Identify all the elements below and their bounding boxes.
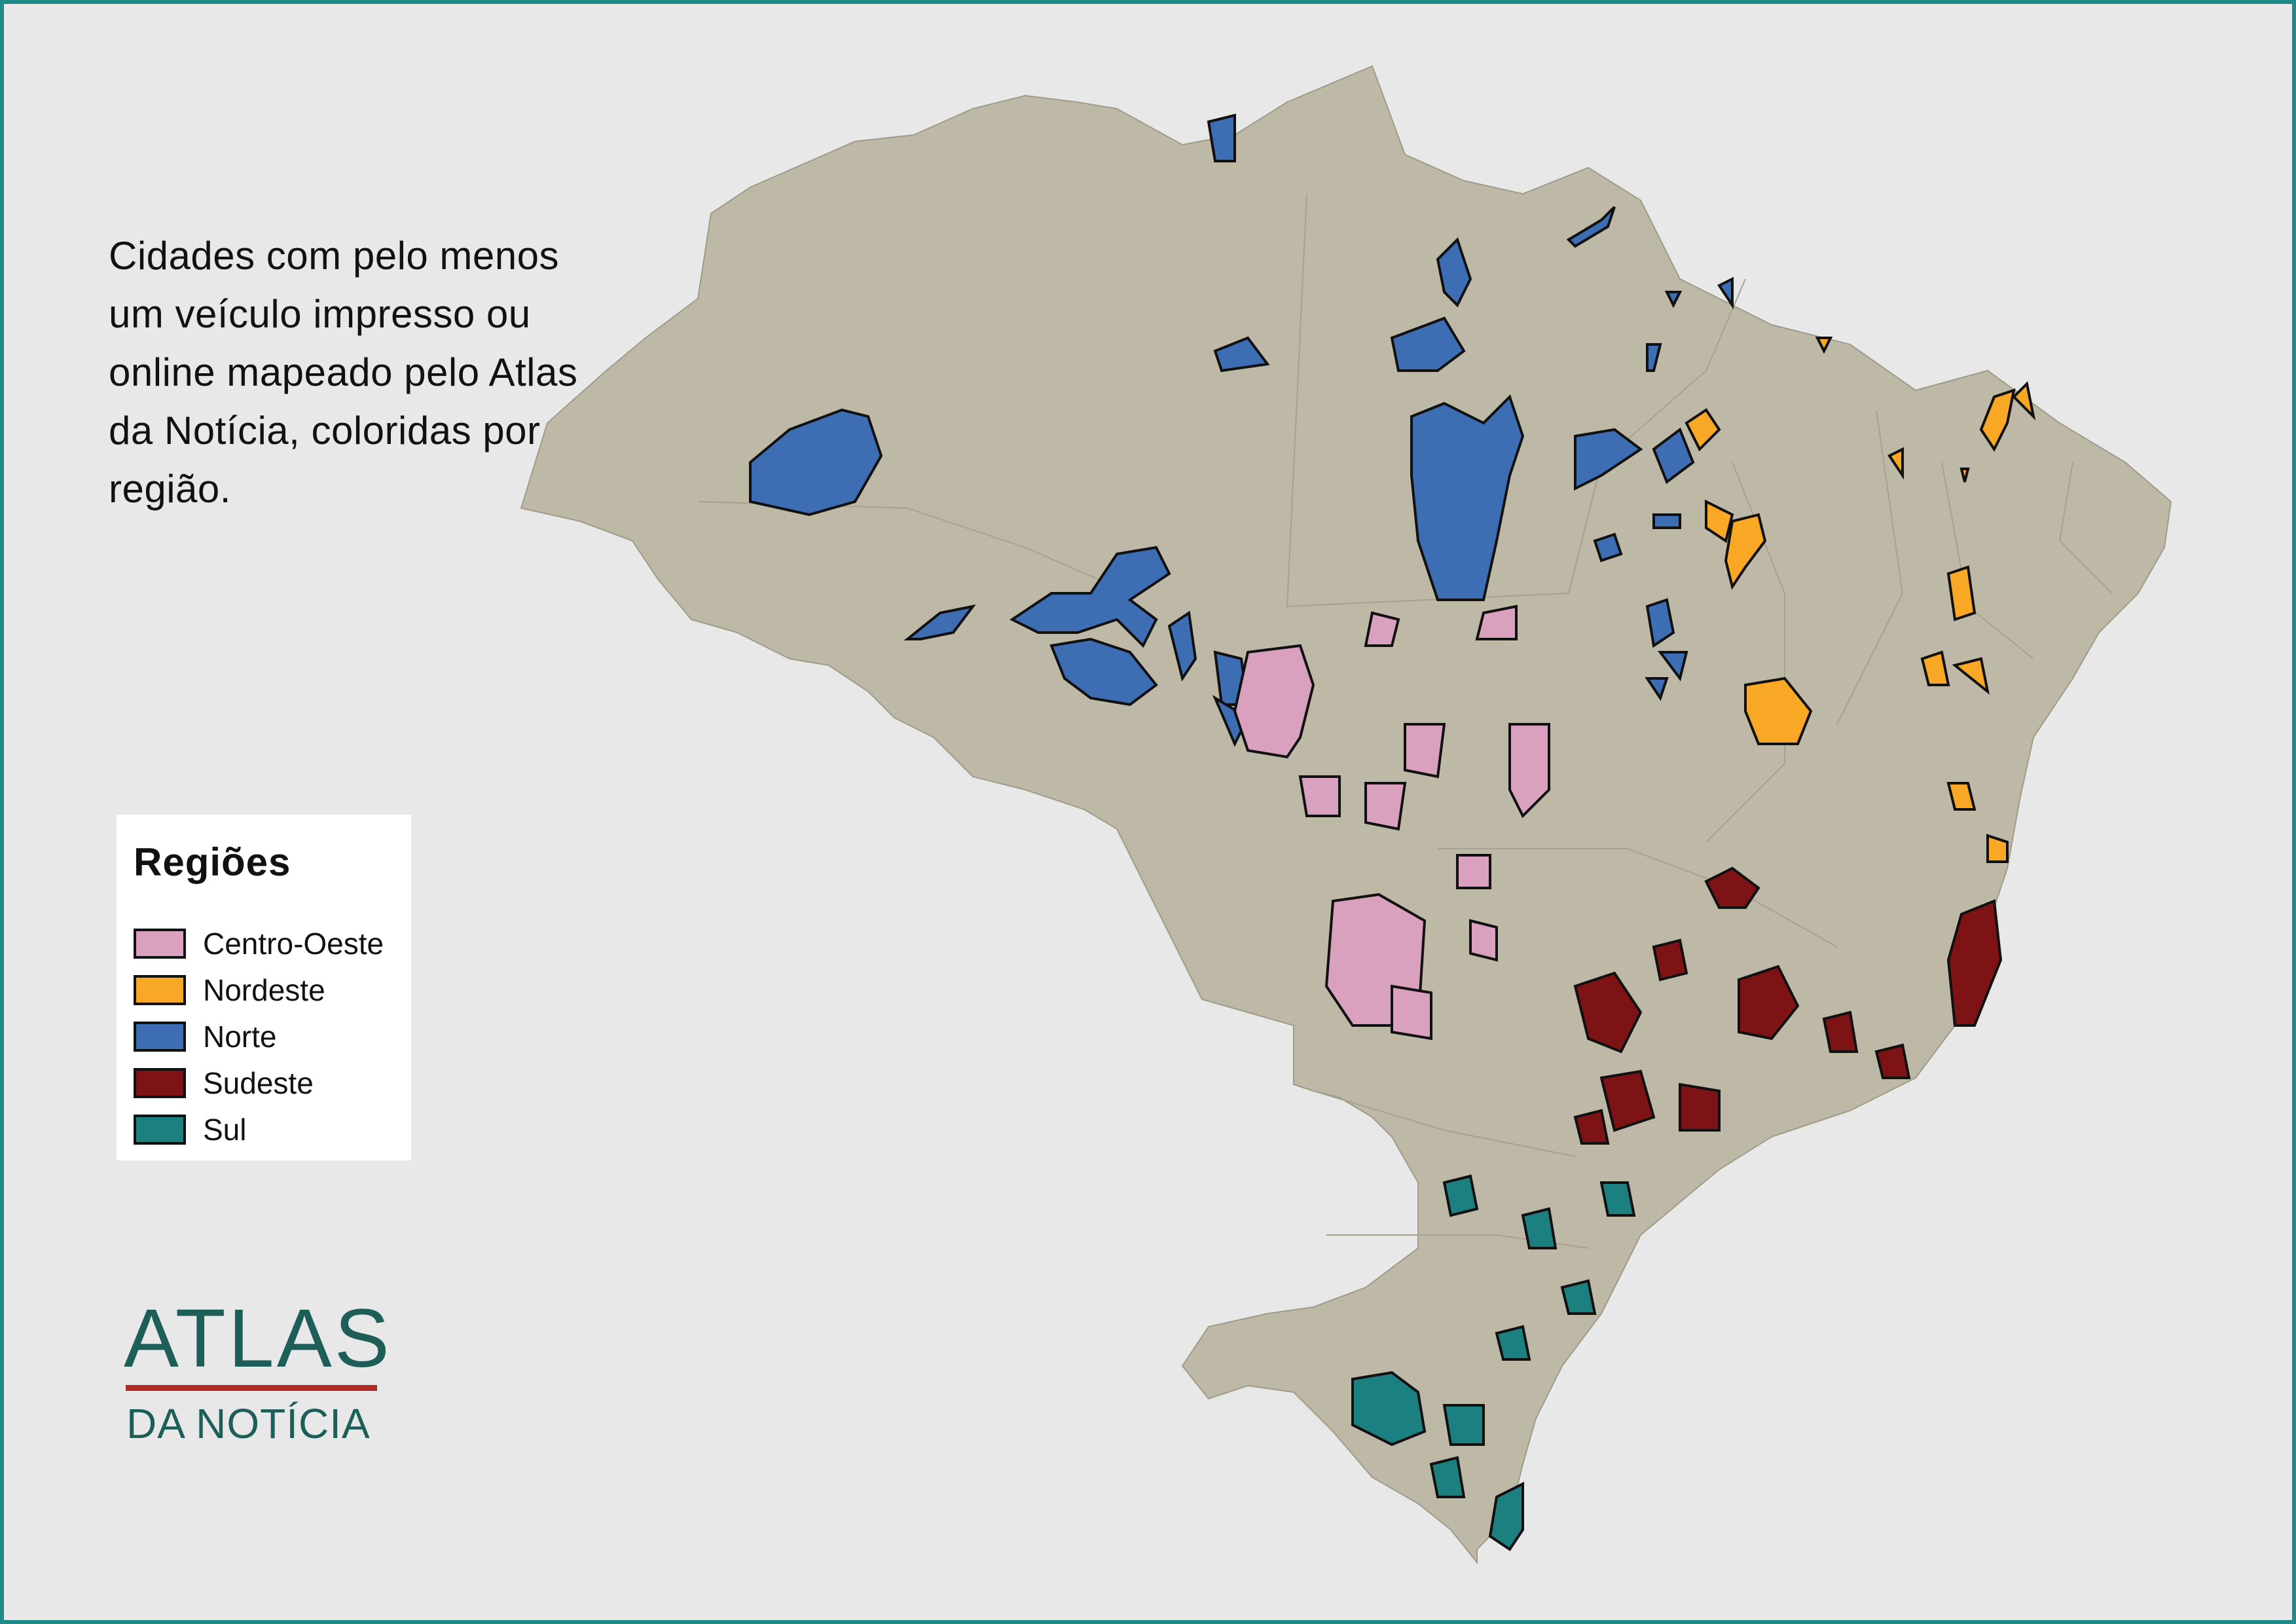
- region-nordeste: [1685, 337, 2036, 863]
- legend-label-sudeste: Sudeste: [203, 1065, 314, 1100]
- legend-item-sudeste: Sudeste: [134, 1060, 411, 1106]
- legend-label-nordeste: Nordeste: [203, 972, 325, 1007]
- legend-item-sul: Sul: [134, 1106, 411, 1153]
- legend-swatch-sul: [134, 1114, 186, 1145]
- brazil-map: [520, 65, 2172, 1564]
- brazil-land: [520, 65, 2172, 1564]
- legend-item-centro-oeste: Centro-Oeste: [134, 920, 411, 967]
- legend-swatch-sudeste: [134, 1067, 186, 1098]
- legend-label-norte: Norte: [203, 1019, 277, 1054]
- logo-divider: [126, 1385, 377, 1391]
- atlas-logo: ATLAS DA NOTÍCIA: [124, 1292, 392, 1447]
- logo-wordmark: ATLAS: [124, 1292, 392, 1384]
- region-centro-oeste: [1233, 604, 1550, 1041]
- legend-title: Regiões: [134, 840, 291, 884]
- map-title: Cidades com pelo menos um veículo impres…: [109, 234, 578, 511]
- region-norte: [749, 113, 1734, 747]
- legend-item-nordeste: Nordeste: [134, 967, 411, 1013]
- region-sul: [1351, 1174, 1636, 1551]
- legend-label-centro-oeste: Centro-Oeste: [203, 926, 384, 961]
- legend-label-sul: Sul: [203, 1112, 247, 1147]
- logo-subtitle: DA NOTÍCIA: [126, 1400, 371, 1447]
- legend-swatch-centro-oeste: [134, 928, 186, 959]
- legend: Regiões Centro-Oeste Nordeste Norte Sude…: [117, 815, 411, 1160]
- legend-item-norte: Norte: [134, 1013, 411, 1060]
- legend-swatch-norte: [134, 1021, 186, 1052]
- region-sudeste: [1573, 866, 2003, 1145]
- legend-swatch-nordeste: [134, 974, 186, 1005]
